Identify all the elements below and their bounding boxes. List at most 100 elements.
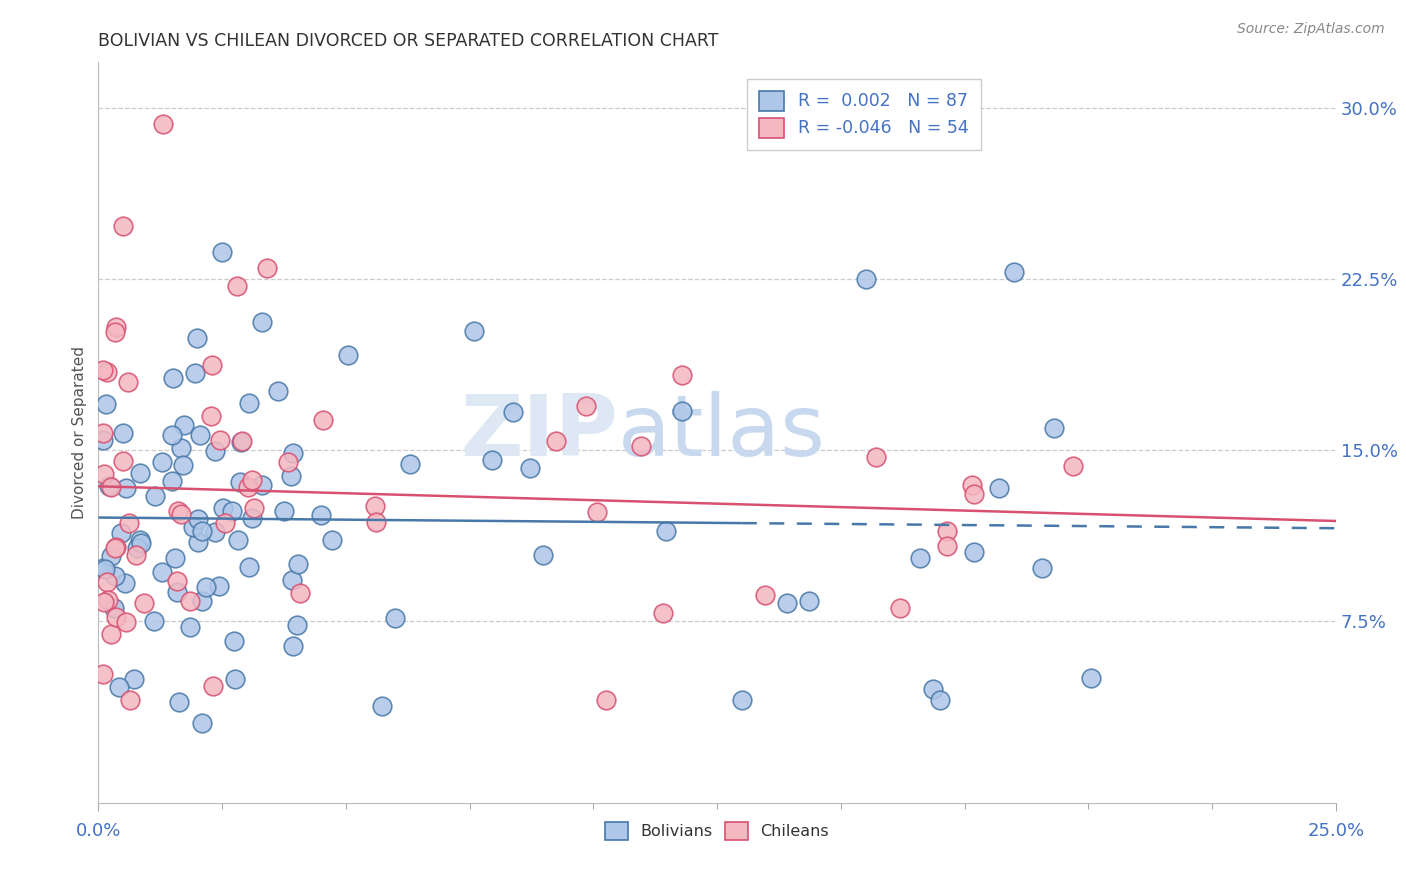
Point bbox=[150, 455, 173, 469]
Point bbox=[129, 535, 152, 549]
Point bbox=[229, 475, 252, 489]
Point bbox=[655, 524, 678, 538]
Point bbox=[336, 348, 359, 362]
Point bbox=[364, 500, 387, 514]
Point bbox=[671, 404, 693, 418]
Point bbox=[281, 640, 304, 654]
Point bbox=[1062, 458, 1084, 473]
Point bbox=[204, 444, 226, 458]
Point bbox=[104, 325, 127, 339]
Point bbox=[321, 533, 343, 547]
Point bbox=[283, 446, 305, 460]
Point bbox=[160, 427, 183, 442]
Point bbox=[188, 428, 211, 442]
Point bbox=[166, 574, 188, 588]
Point bbox=[865, 450, 887, 464]
Point bbox=[243, 501, 266, 516]
Point bbox=[575, 399, 598, 413]
Point bbox=[150, 565, 173, 579]
Point bbox=[170, 507, 193, 521]
Point bbox=[252, 315, 274, 329]
Point bbox=[273, 504, 295, 518]
Point bbox=[928, 693, 950, 707]
Point bbox=[96, 574, 118, 589]
Point bbox=[125, 548, 148, 562]
Point bbox=[209, 433, 232, 447]
Point bbox=[122, 672, 145, 686]
Point bbox=[211, 501, 233, 516]
Point bbox=[987, 481, 1010, 495]
Point bbox=[117, 375, 139, 389]
Point bbox=[236, 480, 259, 494]
Point bbox=[112, 425, 135, 440]
Point bbox=[93, 595, 115, 609]
Point bbox=[238, 396, 260, 410]
Point bbox=[183, 366, 205, 380]
Point bbox=[546, 434, 568, 448]
Point bbox=[226, 533, 249, 548]
Point bbox=[290, 586, 312, 600]
Point bbox=[267, 384, 290, 399]
Point bbox=[502, 405, 524, 419]
Point bbox=[100, 626, 122, 640]
Point bbox=[231, 434, 253, 448]
Point bbox=[224, 673, 246, 687]
Point bbox=[104, 541, 127, 555]
Point bbox=[963, 545, 986, 559]
Point bbox=[179, 620, 201, 634]
Point bbox=[312, 413, 335, 427]
Point bbox=[166, 504, 188, 518]
Point bbox=[250, 478, 273, 492]
Point bbox=[104, 541, 127, 555]
Point bbox=[960, 477, 983, 491]
Point bbox=[115, 481, 138, 495]
Point bbox=[93, 561, 115, 575]
Point bbox=[224, 634, 246, 648]
Point bbox=[118, 516, 141, 530]
Point bbox=[910, 550, 932, 565]
Point bbox=[531, 548, 554, 562]
Point bbox=[94, 397, 117, 411]
Point bbox=[370, 698, 392, 713]
Point bbox=[93, 467, 115, 481]
Point bbox=[281, 573, 304, 587]
Point bbox=[921, 682, 943, 697]
Point bbox=[285, 617, 308, 632]
Point bbox=[163, 551, 186, 566]
Point bbox=[96, 365, 118, 379]
Point bbox=[754, 588, 776, 602]
Point bbox=[128, 533, 150, 548]
Point bbox=[399, 457, 422, 471]
Point bbox=[103, 601, 125, 615]
Point bbox=[226, 278, 249, 293]
Point bbox=[125, 541, 148, 555]
Point bbox=[201, 358, 224, 372]
Point bbox=[93, 667, 115, 681]
Point bbox=[181, 519, 204, 533]
Point bbox=[187, 512, 209, 526]
Point bbox=[104, 568, 127, 582]
Y-axis label: Divorced or Separated: Divorced or Separated bbox=[72, 346, 87, 519]
Text: BOLIVIAN VS CHILEAN DIVORCED OR SEPARATED CORRELATION CHART: BOLIVIAN VS CHILEAN DIVORCED OR SEPARATE… bbox=[98, 32, 718, 50]
Point bbox=[231, 435, 253, 450]
Point bbox=[93, 426, 115, 441]
Point bbox=[287, 558, 309, 572]
Point bbox=[463, 324, 485, 338]
Point bbox=[114, 576, 136, 591]
Point bbox=[208, 579, 231, 593]
Point bbox=[110, 525, 132, 540]
Point bbox=[280, 469, 302, 483]
Point bbox=[105, 320, 128, 334]
Point bbox=[187, 535, 209, 549]
Point bbox=[364, 515, 387, 529]
Point bbox=[630, 439, 652, 453]
Point bbox=[963, 487, 986, 501]
Point bbox=[172, 458, 194, 473]
Point bbox=[221, 504, 243, 518]
Point bbox=[152, 117, 174, 131]
Point bbox=[204, 525, 226, 540]
Point bbox=[120, 693, 142, 707]
Point bbox=[166, 585, 188, 599]
Point bbox=[93, 434, 115, 448]
Point bbox=[111, 453, 134, 467]
